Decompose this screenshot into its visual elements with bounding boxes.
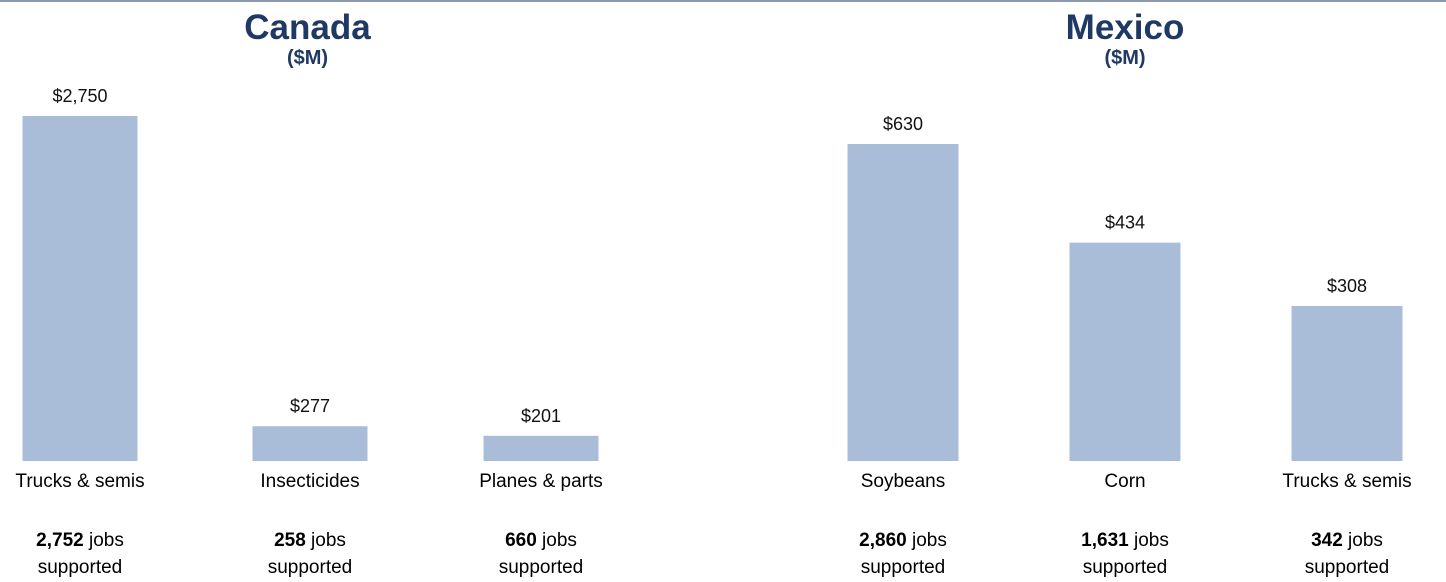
jobs-count: 2,860 bbox=[859, 530, 907, 551]
canada-value-label-1: $2,750 bbox=[52, 86, 107, 106]
canada-jobs-supported-2: 258 jobs supported bbox=[230, 527, 390, 581]
top-divider bbox=[0, 0, 1446, 2]
jobs-count-line: 660 jobs bbox=[461, 527, 621, 554]
mexico-category-label-1: Soybeans bbox=[861, 471, 946, 492]
canada-chart-unit: ($M) bbox=[286, 47, 329, 69]
jobs-word: jobs bbox=[305, 530, 346, 551]
jobs-word: jobs bbox=[906, 530, 947, 551]
supported-word: supported bbox=[267, 557, 353, 578]
canada-bar-2 bbox=[252, 426, 368, 461]
canada-category-label-1: Trucks & semis bbox=[15, 471, 144, 492]
canada-value-label-3: $201 bbox=[521, 406, 561, 426]
mexico-jobs-supported-3: 342 jobs supported bbox=[1267, 527, 1427, 581]
canada-chart-panel: Canada ($M) $2,750 Trucks & semis $277 Inse… bbox=[0, 0, 660, 582]
jobs-count-line: 2,860 jobs bbox=[823, 527, 983, 554]
mexico-value-label-1: $630 bbox=[883, 114, 923, 134]
supported-word: supported bbox=[1304, 557, 1390, 578]
jobs-count: 1,631 bbox=[1081, 530, 1129, 551]
jobs-count-line: 342 jobs bbox=[1267, 527, 1427, 554]
mexico-chart-unit: ($M) bbox=[1104, 47, 1146, 69]
canada-category-label-3: Planes & parts bbox=[479, 471, 603, 492]
mexico-category-label-2: Corn bbox=[1104, 471, 1145, 492]
mexico-jobs-supported-1: 2,860 jobs supported bbox=[823, 527, 983, 581]
canada-chart-title: Canada bbox=[244, 8, 371, 47]
mexico-jobs-supported-2: 1,631 jobs supported bbox=[1045, 527, 1205, 581]
canada-bar-chart: $2,750 Trucks & semis $277 Insecticides $201… bbox=[15, 86, 603, 492]
jobs-count-line: 258 jobs bbox=[230, 527, 390, 554]
jobs-word: jobs bbox=[83, 530, 124, 551]
mexico-bar-1 bbox=[847, 144, 959, 461]
mexico-value-label-2: $434 bbox=[1105, 213, 1145, 233]
supported-word: supported bbox=[37, 557, 123, 578]
supported-word: supported bbox=[498, 557, 584, 578]
mexico-chart-panel: Mexico ($M) $630 Soybeans $434 Corn $308 Truc… bbox=[790, 0, 1446, 582]
jobs-count-line: 2,752 jobs bbox=[0, 527, 160, 554]
canada-jobs-supported-1: 2,752 jobs supported bbox=[0, 527, 160, 581]
canada-category-label-2: Insecticides bbox=[260, 471, 359, 492]
mexico-category-label-3: Trucks & semis bbox=[1282, 471, 1411, 492]
canada-bar-1 bbox=[22, 116, 138, 461]
mexico-bar-3 bbox=[1291, 306, 1403, 461]
mexico-bar-chart: $630 Soybeans $434 Corn $308 Trucks & semis bbox=[847, 114, 1412, 492]
canada-jobs-supported-3: 660 jobs supported bbox=[461, 527, 621, 581]
jobs-count: 660 bbox=[505, 530, 537, 551]
jobs-word: jobs bbox=[1342, 530, 1383, 551]
mexico-bar-2 bbox=[1069, 242, 1181, 461]
jobs-count: 2,752 bbox=[36, 530, 84, 551]
canada-value-label-2: $277 bbox=[290, 396, 330, 416]
jobs-count: 342 bbox=[1311, 530, 1343, 551]
canada-bar-3 bbox=[483, 435, 599, 461]
jobs-word: jobs bbox=[536, 530, 577, 551]
supported-word: supported bbox=[1082, 557, 1168, 578]
mexico-value-label-3: $308 bbox=[1327, 276, 1367, 296]
supported-word: supported bbox=[860, 557, 946, 578]
jobs-word: jobs bbox=[1128, 530, 1169, 551]
jobs-count-line: 1,631 jobs bbox=[1045, 527, 1205, 554]
jobs-count: 258 bbox=[274, 530, 306, 551]
mexico-chart-title: Mexico bbox=[1065, 8, 1185, 47]
